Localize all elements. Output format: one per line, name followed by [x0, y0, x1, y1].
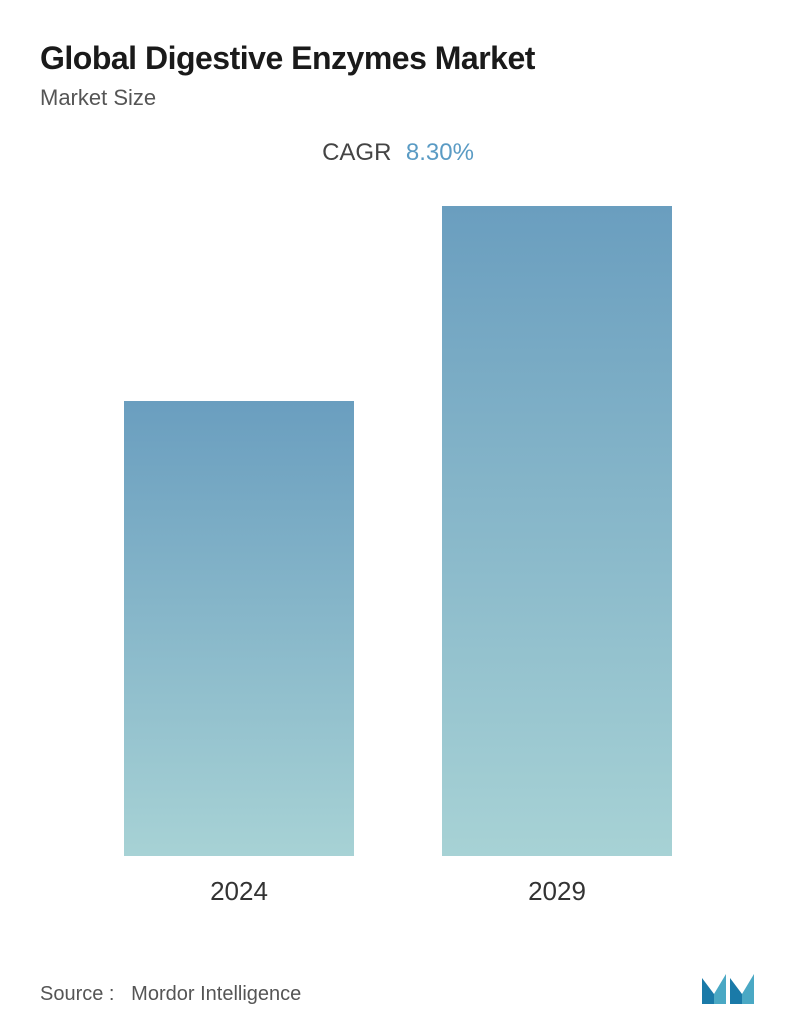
cagr-label: CAGR: [322, 139, 391, 166]
chart-title: Global Digestive Enzymes Market: [40, 40, 756, 77]
source-label: Source :: [40, 983, 114, 1005]
source-text: Source : Mordor Intelligence: [40, 983, 301, 1006]
source-name: Mordor Intelligence: [131, 983, 301, 1005]
chart-subtitle: Market Size: [40, 85, 756, 111]
bar-2029: [442, 206, 672, 856]
cagr-row: CAGR 8.30%: [40, 139, 756, 167]
cagr-value: 8.30%: [406, 139, 474, 166]
mordor-logo-icon: [700, 966, 756, 1006]
bar-group-1: 2029: [417, 206, 697, 907]
chart-footer: Source : Mordor Intelligence: [40, 966, 756, 1006]
bar-label-2024: 2024: [210, 876, 268, 907]
bar-2024: [124, 401, 354, 856]
bar-chart: 2024 2029: [40, 217, 756, 907]
bar-group-0: 2024: [99, 401, 379, 907]
bar-label-2029: 2029: [528, 876, 586, 907]
